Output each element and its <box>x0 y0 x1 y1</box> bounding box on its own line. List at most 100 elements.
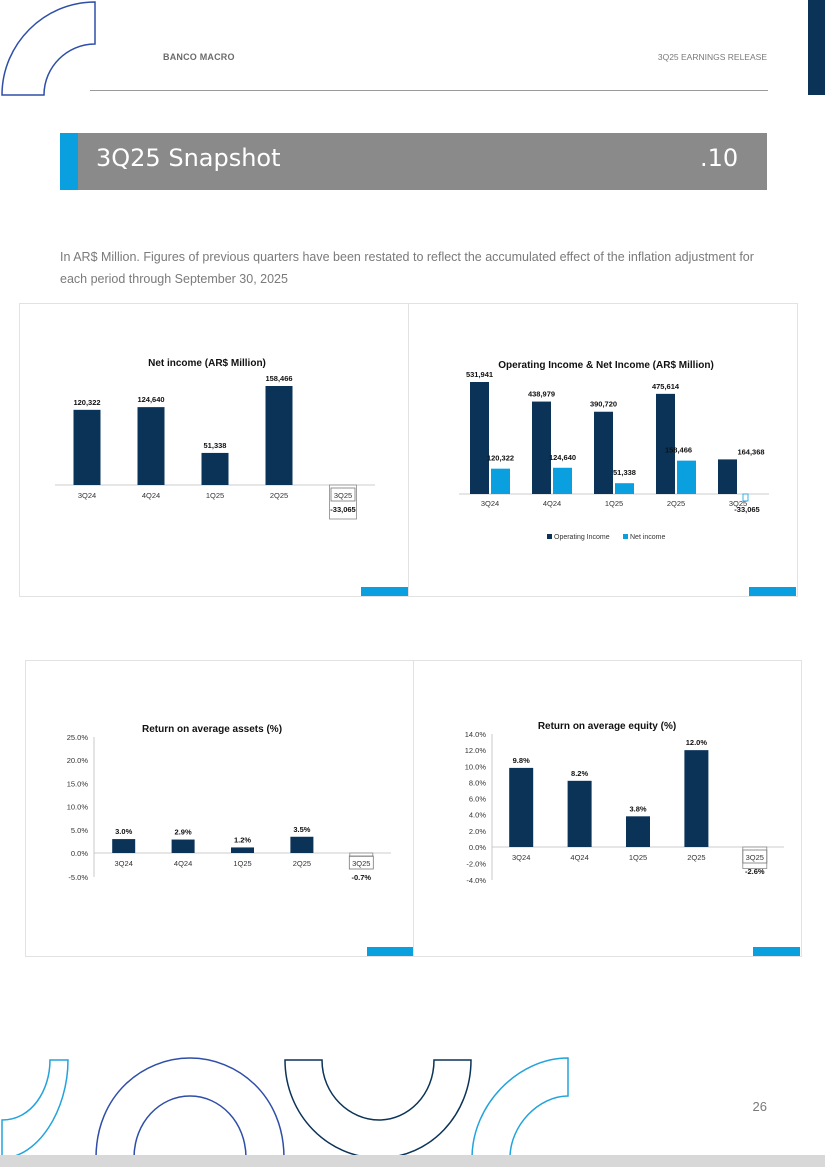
section-title-band <box>60 133 767 190</box>
data-label: 3.0% <box>115 827 132 836</box>
data-label: 9.8% <box>513 756 530 765</box>
x-tick-label: 3Q25 <box>746 853 764 862</box>
bar <box>231 847 254 853</box>
bar <box>509 767 534 847</box>
section-title: 3Q25 Snapshot <box>96 144 281 172</box>
bar-net-income <box>742 493 749 502</box>
data-label: -2.6% <box>745 867 765 876</box>
x-tick-label: 4Q24 <box>543 499 561 508</box>
section-title-accent <box>60 133 78 190</box>
x-tick-label: 3Q25 <box>352 859 370 868</box>
legend-label: Net income <box>630 534 666 541</box>
chart-panel-roae: Return on average equity (%) 14.0% 12.0% 10… <box>413 660 802 957</box>
footer-strip <box>0 1155 825 1167</box>
data-label: 390,720 <box>590 400 617 409</box>
y-tick-label: 2.0% <box>469 827 486 836</box>
y-tick-label: 6.0% <box>469 795 486 804</box>
x-tick-label: 1Q25 <box>233 859 251 868</box>
data-label: 51,338 <box>204 441 227 450</box>
bar <box>265 386 293 485</box>
x-tick-label: 4Q24 <box>142 491 160 500</box>
y-tick-label: 10.0% <box>465 762 487 771</box>
data-label: 124,640 <box>549 453 576 462</box>
data-label: 8.2% <box>571 769 588 778</box>
y-tick-label: -2.0% <box>466 860 486 869</box>
bar-operating-income <box>532 401 551 494</box>
data-label: -33,065 <box>734 505 759 514</box>
bar-net-income <box>677 460 696 494</box>
data-label: 120,322 <box>487 454 514 463</box>
y-tick-label: 20.0% <box>67 756 89 765</box>
y-tick-label: 8.0% <box>469 778 486 787</box>
roaa-chart: Return on average assets (%) 25.0% 20.0% 15… <box>67 724 391 882</box>
data-label: 158,466 <box>265 374 292 383</box>
y-tick-label: 10.0% <box>67 803 89 812</box>
y-tick-label: 0.0% <box>469 843 486 852</box>
chart-title: Return on average assets (%) <box>142 724 282 735</box>
report-name: 3Q25 EARNINGS RELEASE <box>657 52 767 62</box>
y-tick-label: -4.0% <box>466 876 486 885</box>
y-tick-label: 5.0% <box>71 826 88 835</box>
panel-tab <box>749 587 796 596</box>
y-tick-label: 12.0% <box>465 746 487 755</box>
x-tick-label: 3Q25 <box>729 499 747 508</box>
data-label: 3.8% <box>629 804 646 813</box>
intro-paragraph: In AR$ Million. Figures of previous quar… <box>60 250 754 286</box>
header-divider <box>90 90 768 91</box>
x-tick-label: 4Q24 <box>174 859 192 868</box>
bar <box>626 816 650 847</box>
x-tick-label: 2Q25 <box>687 853 705 862</box>
bar-operating-income <box>718 459 737 494</box>
chart-panel-net-income: Net income (AR$ Million) 120,322 3Q24 124,6… <box>19 303 409 597</box>
x-tick-label: 1Q25 <box>206 491 224 500</box>
chart-title: Operating Income & Net Income (AR$ Milli… <box>498 360 714 371</box>
bar <box>567 780 592 847</box>
chart-title: Return on average equity (%) <box>538 721 676 732</box>
x-tick-label: 3Q24 <box>115 859 133 868</box>
company-name: BANCO MACRO <box>163 52 235 62</box>
x-tick-label: 2Q25 <box>270 491 288 500</box>
data-label: 438,979 <box>528 390 555 399</box>
section-number: .10 <box>700 144 739 172</box>
operating-income-chart: Operating Income & Net Income (AR$ Milli… <box>459 360 769 541</box>
panel-tab <box>753 947 800 956</box>
y-tick-label: 0.0% <box>71 849 88 858</box>
x-tick-box <box>330 487 356 502</box>
data-label: 2.9% <box>175 828 192 837</box>
bar <box>684 750 709 847</box>
data-label: 164,368 <box>737 447 764 456</box>
x-tick-box <box>742 849 768 864</box>
chart-panel-roaa: Return on average assets (%) 25.0% 20.0% 15… <box>25 660 415 957</box>
data-label: 158,466 <box>665 446 692 455</box>
x-tick-box <box>348 855 374 870</box>
bar <box>329 484 357 520</box>
chart-title: Net income (AR$ Million) <box>148 358 266 369</box>
data-label: 1.2% <box>234 835 251 844</box>
bar <box>290 836 314 853</box>
x-tick-label: 1Q25 <box>605 499 623 508</box>
header-arc-logo <box>1 1 96 96</box>
legend-label: Operating Income <box>554 534 610 541</box>
bar <box>171 839 195 853</box>
x-tick-label: 3Q25 <box>334 491 352 500</box>
panel-tab <box>367 947 414 956</box>
x-tick-label: 2Q25 <box>293 859 311 868</box>
y-tick-label: -5.0% <box>68 873 88 882</box>
bar <box>201 452 229 485</box>
x-tick-label: 4Q24 <box>570 853 588 862</box>
bar-net-income <box>553 467 572 494</box>
data-label: 51,338 <box>613 468 636 477</box>
data-label: 475,614 <box>652 382 680 391</box>
bar-net-income <box>491 468 510 494</box>
data-label: -0.7% <box>352 873 372 882</box>
y-tick-label: 15.0% <box>67 779 89 788</box>
bar <box>112 839 136 853</box>
footer-arcs-decoration <box>1 1057 569 1159</box>
x-tick-label: 3Q24 <box>512 853 530 862</box>
bar-net-income <box>615 483 634 494</box>
page-number: 26 <box>752 1099 767 1114</box>
x-tick-label: 2Q25 <box>667 499 685 508</box>
y-tick-label: 25.0% <box>67 733 89 742</box>
roae-chart: Return on average equity (%) 14.0% 12.0% 10… <box>465 721 784 885</box>
chart-panel-op-income: Operating Income & Net Income (AR$ Milli… <box>408 303 798 597</box>
